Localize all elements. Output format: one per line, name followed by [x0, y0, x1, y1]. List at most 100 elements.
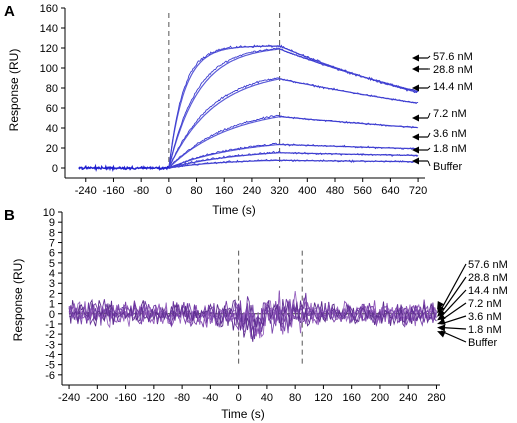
panel-a-legend-arrowhead: [412, 157, 419, 165]
panel-a-fit-curve: [163, 45, 418, 169]
panel-b-y-tick-label: 3: [49, 278, 55, 290]
panel-b-y-tick-label: 10: [43, 207, 55, 219]
panel-b-legend-entry: 57.6 nM: [437, 259, 508, 310]
panel-b-x-axis-title: Time (s): [221, 407, 265, 421]
panel-a-legend-label: 1.8 nM: [433, 143, 467, 155]
panel-b-y-tick-label: 8: [49, 227, 55, 239]
panel-a-x-tick-label: 240: [243, 185, 261, 197]
panel-a-y-tick-label: 40: [46, 123, 58, 135]
panel-a-legend-entry: 3.6 nM: [412, 128, 467, 141]
panel-a-legend-arrowhead: [412, 114, 419, 122]
panel-a-legend-entry: Buffer: [412, 157, 462, 173]
panel-b-legend-arrow: [440, 289, 467, 318]
panel-a-x-tick-label: 160: [215, 185, 233, 197]
panel-a-legend-leader: [427, 160, 431, 167]
panel-a-data-curve: [168, 142, 419, 169]
panel-b-legend-entry: 1.8 nM: [437, 324, 502, 336]
panel-b-legend-arrowhead: [437, 324, 446, 332]
panel-a-data-curve: [168, 114, 419, 169]
panel-b-residual-curve: [68, 299, 437, 335]
panel-a-legend-label: Buffer: [433, 161, 462, 173]
panel-b-residual-curves: [68, 290, 437, 342]
panel-b-tick-labels: -240 -200 -160 -120 -80 -40 0 40 80 120 160 200 240 2…: [43, 207, 446, 404]
panel-a-axes: [61, 7, 425, 182]
panel-a-x-tick-label: 80: [190, 185, 202, 197]
panel-b-x-tick-label: 80: [289, 392, 301, 404]
panel-a-x-tick-label: -240: [75, 185, 97, 197]
panel-b-y-tick-label: -6: [45, 370, 55, 382]
panel-b-legend-label: 57.6 nM: [468, 259, 508, 271]
panel-a-x-tick-label: 560: [354, 185, 372, 197]
panel-a-legend-entry: 7.2 nM: [412, 108, 467, 122]
panel-b-letter: B: [4, 207, 15, 224]
panel-a-fit-curve: [163, 78, 418, 169]
panel-a-data-curve: [168, 47, 419, 169]
panel-b-legend-entry: 28.8 nM: [437, 272, 508, 314]
panel-a-x-tick-label: 0: [166, 185, 172, 197]
panel-a-injection-markers: [168, 13, 281, 168]
panel-b-x-tick-label: -200: [86, 392, 108, 404]
panel-a-curves: [78, 44, 419, 172]
panel-b-legend-arrow: [441, 326, 467, 330]
panel-a-y-tick-label: 140: [40, 23, 58, 35]
panel-a-x-tick-label: 720: [409, 185, 427, 197]
panel-b-legend-label: 3.6 nM: [468, 311, 502, 323]
panel-b-y-tick-label: 7: [49, 238, 55, 250]
panel-a-legend-leader: [427, 55, 431, 59]
panel-b-y-tick-label: 4: [49, 268, 55, 280]
panel-a-letter: A: [4, 3, 15, 20]
panel-a-legend-arrowhead: [412, 54, 419, 62]
panel-b-legend-label: 7.2 nM: [468, 298, 502, 310]
panel-a-x-tick-label: 480: [326, 185, 344, 197]
panel-a-legend-label: 57.6 nM: [433, 51, 473, 63]
panel-a-legend-arrowhead: [412, 84, 419, 92]
panel-b-y-axis-title: Response (RU): [11, 259, 25, 342]
panel-b-legend-label: Buffer: [468, 337, 497, 349]
panel-b-legend-entry: 14.4 nM: [437, 285, 508, 318]
panel-b-x-tick-label: -240: [58, 392, 80, 404]
panel-b-y-tick-label: 5: [49, 258, 55, 270]
panel-a-legend-entry: 14.4 nM: [412, 81, 473, 93]
panel-b-y-tick-label: -3: [45, 339, 55, 351]
panel-b-y-tick-label: -4: [45, 349, 55, 361]
panel-b: B Response (RU) Time (s) -240 -200 -160 -12…: [4, 207, 508, 421]
panel-b-legend-arrowhead: [437, 318, 446, 325]
panel-b-y-tick-label: -5: [45, 360, 55, 372]
panel-a-x-tick-label: -80: [133, 185, 149, 197]
panel-b-legend-entry: 3.6 nM: [437, 311, 502, 325]
panel-b-x-tick-label: 120: [314, 392, 332, 404]
panel-b-legend-arrowhead: [437, 304, 445, 314]
panel-a-x-tick-label: 400: [298, 185, 316, 197]
panel-b-x-tick-label: 200: [371, 392, 389, 404]
panel-a-legend-label: 3.6 nM: [433, 128, 467, 140]
panel-a-fit-curve: [163, 48, 418, 169]
panel-a-legend-leader: [427, 112, 431, 119]
panel-b-legend-arrow: [440, 315, 467, 325]
panel-b-x-tick-label: 0: [236, 392, 242, 404]
panel-b-y-tick-label: 9: [49, 217, 55, 229]
panel-b-legend-arrow: [440, 276, 467, 314]
panel-b-legend-arrow: [440, 302, 467, 321]
panel-a-legend-arrowhead: [412, 65, 419, 73]
panel-a-legend-entry: 1.8 nM: [412, 143, 467, 155]
panel-b-x-tick-label: 40: [261, 392, 273, 404]
panel-a-legend-arrowhead: [412, 133, 419, 141]
panel-b-legend-arrow: [440, 263, 467, 310]
panel-a-y-tick-label: 0: [52, 163, 58, 175]
panel-a-y-tick-label: 80: [46, 83, 58, 95]
panel-a-data-curve: [78, 44, 418, 171]
panel-a-data-curve: [168, 158, 419, 169]
panel-b-residual-curve: [69, 298, 437, 342]
panel-a-tick-labels: -240 -160 -80 0 80 160 240 320 400 480 560 640 720 0 2…: [40, 3, 428, 197]
panel-b-y-tick-label: -2: [45, 329, 55, 341]
panel-b-legend-arrow: [440, 330, 467, 343]
panel-b-x-tick-label: 240: [399, 392, 417, 404]
panel-a-legend-arrowhead: [412, 146, 419, 154]
panel-b-x-tick-label: 160: [343, 392, 361, 404]
panel-b-x-tick-label: -80: [174, 392, 190, 404]
panel-a-data-curve: [168, 77, 419, 168]
panel-a-legend-label: 7.2 nM: [433, 108, 467, 120]
